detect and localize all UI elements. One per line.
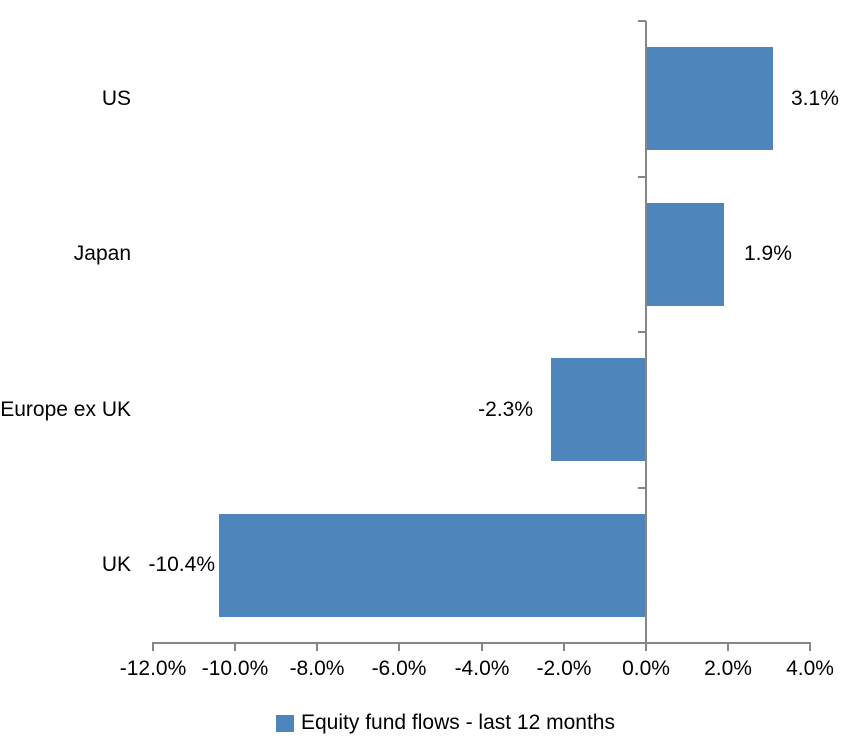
x-tick-label: 2.0% xyxy=(704,657,752,680)
x-axis-tick xyxy=(481,643,483,651)
legend: Equity fund flows - last 12 months xyxy=(276,712,615,734)
x-tick-label: 4.0% xyxy=(786,657,834,680)
x-tick-label: -8.0% xyxy=(289,657,345,680)
x-tick-label: 0.0% xyxy=(622,657,670,680)
x-axis-tick xyxy=(152,643,154,651)
category-label: Japan xyxy=(73,242,131,265)
legend-label: Equity fund flows - last 12 months xyxy=(301,711,615,734)
x-tick-label: -2.0% xyxy=(536,657,592,680)
value-label: 1.9% xyxy=(744,242,792,265)
y-axis-tick xyxy=(638,176,646,178)
x-axis-tick xyxy=(398,643,400,651)
category-label: Europe ex UK xyxy=(0,398,131,421)
bar-us xyxy=(646,47,773,150)
x-axis-tick xyxy=(563,643,565,651)
x-tick-label: -10.0% xyxy=(201,657,269,680)
bar-uk xyxy=(219,514,646,617)
x-axis-tick xyxy=(316,643,318,651)
x-axis-tick xyxy=(809,643,811,651)
y-axis-tick xyxy=(638,487,646,489)
y-axis-tick xyxy=(638,642,646,644)
x-axis-tick xyxy=(234,643,236,651)
y-axis-tick xyxy=(638,20,646,22)
y-axis-tick xyxy=(638,331,646,333)
legend-swatch-icon xyxy=(276,714,294,732)
value-label: 3.1% xyxy=(791,87,839,110)
x-axis-tick xyxy=(727,643,729,651)
category-label: US xyxy=(101,87,131,110)
value-label: -10.4% xyxy=(148,553,215,576)
x-axis-tick xyxy=(645,643,647,651)
x-tick-label: -6.0% xyxy=(371,657,427,680)
bar-japan xyxy=(646,203,724,306)
y-axis-line xyxy=(645,21,647,643)
category-label: UK xyxy=(101,553,131,576)
value-label: -2.3% xyxy=(478,398,533,421)
x-tick-label: -12.0% xyxy=(119,657,187,680)
bar-europe-ex-uk xyxy=(551,358,645,461)
x-tick-label: -4.0% xyxy=(454,657,510,680)
